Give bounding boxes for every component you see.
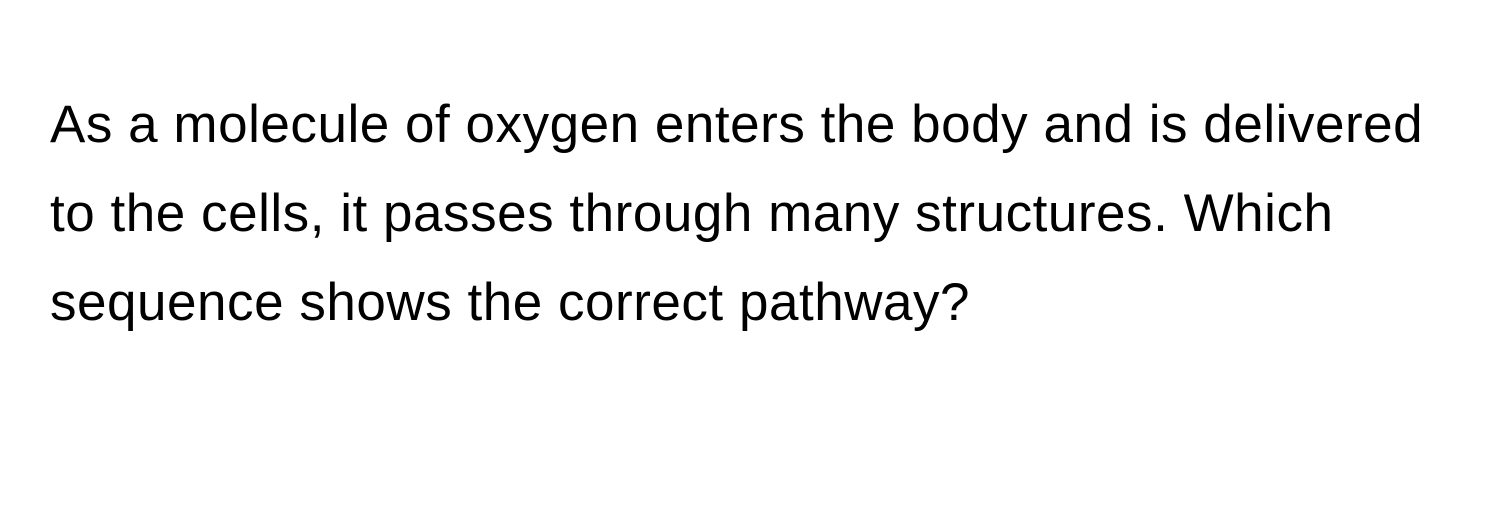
question-text: As a molecule of oxygen enters the body … bbox=[50, 80, 1440, 347]
question-container: As a molecule of oxygen enters the body … bbox=[0, 0, 1500, 512]
